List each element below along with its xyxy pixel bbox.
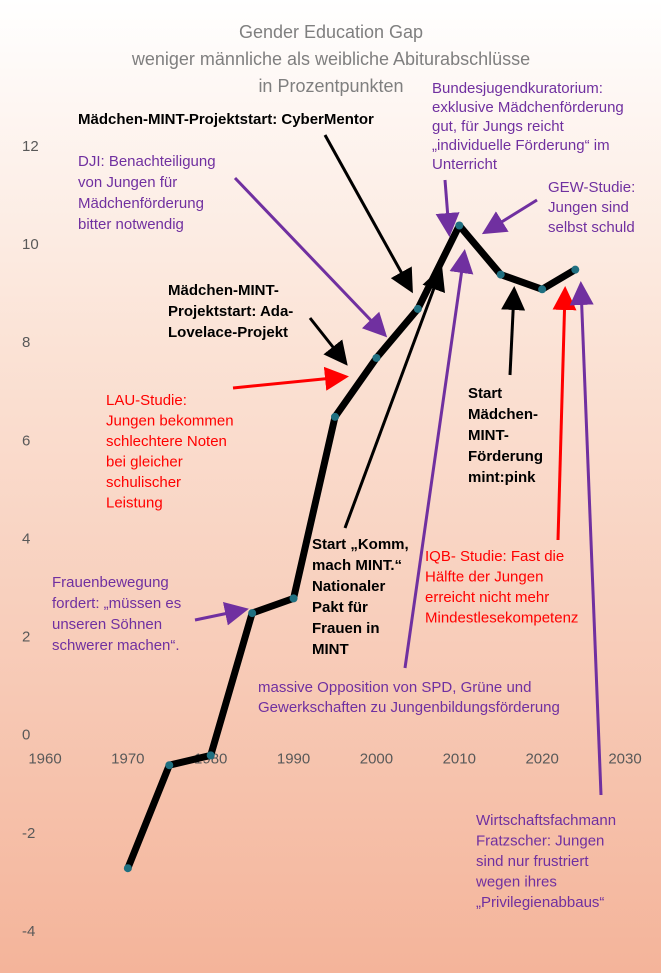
y-tick-label: 6 <box>22 432 30 449</box>
x-tick-label: 2020 <box>525 751 558 768</box>
annotation: Mindestlesekompetenz <box>425 609 578 626</box>
annotation: von Jungen für <box>78 174 177 191</box>
annotation: schwerer machen“. <box>52 637 180 654</box>
annotation: Jungen sind <box>548 199 629 216</box>
x-tick-label: 2000 <box>360 751 393 768</box>
annotation: mint:pink <box>468 469 536 486</box>
annotation: Bundesjugendkuratorium: <box>432 80 603 97</box>
data-point <box>413 304 422 313</box>
y-tick-label: 2 <box>22 629 30 646</box>
y-tick-label: 12 <box>22 138 39 155</box>
annotation: MINT- <box>468 427 509 444</box>
annotation: „Privilegienabbaus“ <box>476 894 604 911</box>
annotation: unseren Söhnen <box>52 616 162 633</box>
arrow <box>569 281 603 796</box>
y-tick-label: 10 <box>22 236 39 253</box>
annotation: Start „Komm, <box>312 536 409 553</box>
data-point <box>372 353 381 362</box>
annotation: Mädchen-MINT-Projektstart: CyberMentor <box>78 111 374 128</box>
arrow <box>403 249 474 669</box>
annotation: erreicht nicht mehr <box>425 589 549 606</box>
data-point <box>538 285 547 294</box>
annotation: Pakt für <box>312 599 368 616</box>
annotation: sind nur frustriert <box>476 853 589 870</box>
data-point <box>496 270 505 279</box>
annotation: Lovelace-Projekt <box>168 324 288 341</box>
x-tick-label: 1960 <box>28 751 61 768</box>
arrows <box>194 134 603 796</box>
x-tick-label: 1990 <box>277 751 310 768</box>
annotation: IQB- Studie: Fast die <box>425 548 564 565</box>
arrow <box>308 317 348 366</box>
annotation: mach MINT.“ <box>312 557 402 574</box>
arrow <box>552 286 577 541</box>
y-tick-label: 0 <box>22 727 30 744</box>
annotation: Gewerkschaften zu Jungenbildungsförderun… <box>258 699 560 716</box>
data-point <box>206 751 215 760</box>
annotation: bei gleicher <box>106 453 183 470</box>
arrow <box>481 198 538 235</box>
annotation: Hälfte der Jungen <box>425 568 543 585</box>
y-tick-label: -4 <box>22 923 35 940</box>
annotation: schlechtere Noten <box>106 433 227 450</box>
annotation: Jungen bekommen <box>106 412 234 429</box>
annotation: Mädchen- <box>468 406 538 423</box>
data-point <box>165 761 174 770</box>
arrow <box>435 179 460 237</box>
annotation: LAU-Studie: <box>106 392 187 409</box>
annotation: Frauenbewegung <box>52 574 169 591</box>
data-point <box>331 412 339 421</box>
annotation: gut, für Jungs reicht <box>432 118 565 135</box>
x-tick-label: 2010 <box>443 751 476 768</box>
data-point <box>289 594 298 603</box>
annotation: Unterricht <box>432 156 498 173</box>
chart-title: weniger männliche als weibliche Abiturab… <box>131 49 530 69</box>
annotation: GEW-Studie: <box>548 179 635 196</box>
annotation: bitter notwendig <box>78 216 184 233</box>
data-point <box>123 864 132 873</box>
annotation: Frauen in <box>312 620 380 637</box>
annotation: „individuelle Förderung“ im <box>432 137 610 154</box>
annotation: Förderung <box>468 448 543 465</box>
annotation: DJI: Benachteiligung <box>78 153 216 170</box>
annotation: Mädchenförderung <box>78 195 204 212</box>
arrow <box>194 601 249 626</box>
x-tick-label: 1970 <box>111 751 144 768</box>
data-line <box>124 222 578 870</box>
annotation: Leistung <box>106 494 163 511</box>
annotation: Wirtschaftsfachmann <box>476 812 616 829</box>
data-point <box>248 609 257 618</box>
annotation: Mädchen-MINT- <box>168 282 279 299</box>
arrow <box>323 134 413 294</box>
data-point <box>571 265 580 274</box>
annotation: Projektstart: Ada- <box>168 303 293 320</box>
arrow <box>343 266 445 529</box>
arrow <box>501 286 526 376</box>
annotation: Fratzscher: Jungen <box>476 832 604 849</box>
annotation: Nationaler <box>312 578 386 595</box>
chart-title: in Prozentpunkten <box>258 76 403 96</box>
annotation: MINT <box>312 641 349 658</box>
annotation: wegen ihres <box>475 873 557 890</box>
arrow <box>233 176 388 338</box>
annotation: selbst schuld <box>548 219 635 236</box>
annotation: massive Opposition von SPD, Grüne und <box>258 679 531 696</box>
chart-title: Gender Education Gap <box>239 22 423 42</box>
annotation: schulischer <box>106 474 181 491</box>
annotation: exklusive Mädchenförderung <box>432 99 624 116</box>
annotation: fordert: „müssen es <box>52 595 181 612</box>
x-tick-label: 2030 <box>608 751 641 768</box>
y-tick-label: 4 <box>22 530 30 547</box>
arrow <box>232 366 349 391</box>
data-point <box>455 221 464 230</box>
y-tick-label: -2 <box>22 825 35 842</box>
y-tick-label: 8 <box>22 334 30 351</box>
annotation: Start <box>468 385 502 402</box>
